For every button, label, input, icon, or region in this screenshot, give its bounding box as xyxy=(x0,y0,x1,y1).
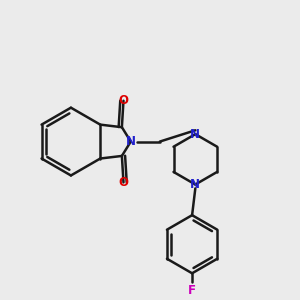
Text: N: N xyxy=(190,178,200,191)
Text: O: O xyxy=(118,94,128,107)
Text: O: O xyxy=(118,176,128,189)
Text: F: F xyxy=(188,284,196,297)
Text: N: N xyxy=(190,128,200,141)
Text: N: N xyxy=(126,135,136,148)
